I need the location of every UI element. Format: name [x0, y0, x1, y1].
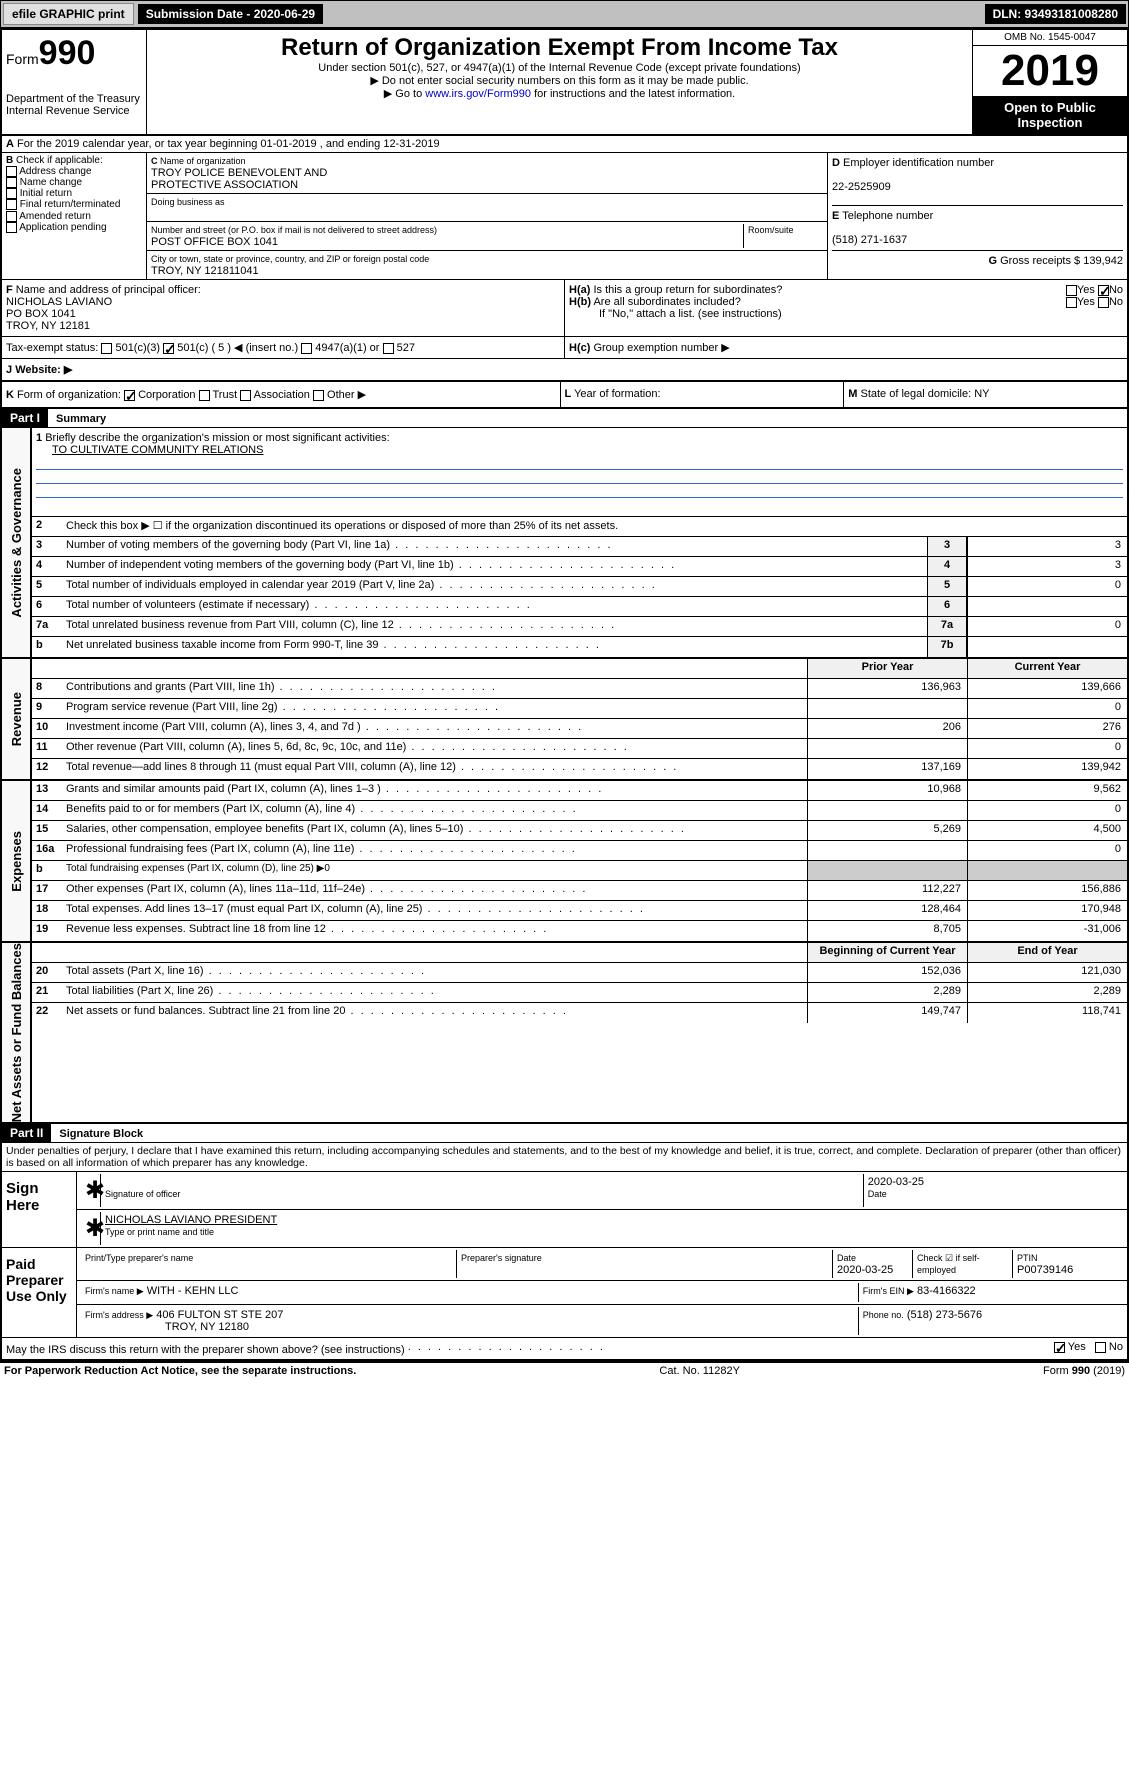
- checkbox-501c3[interactable]: [101, 343, 112, 354]
- mission-text: TO CULTIVATE COMMUNITY RELATIONS: [36, 444, 263, 456]
- tax-status-row: Tax-exempt status: 501(c)(3) 501(c) ( 5 …: [2, 337, 565, 358]
- line-10: 10 Investment income (Part VIII, column …: [32, 719, 1127, 739]
- telephone: (518) 271-1637: [832, 234, 907, 246]
- dept-treasury: Department of the Treasury: [6, 93, 142, 105]
- line-9: 9 Program service revenue (Part VIII, li…: [32, 699, 1127, 719]
- checkbox-501c[interactable]: [163, 343, 174, 354]
- efile-button[interactable]: efile GRAPHIC print: [3, 3, 134, 25]
- line-14: 14 Benefits paid to or for members (Part…: [32, 801, 1127, 821]
- vert-revenue: Revenue: [9, 692, 24, 746]
- row-m: M State of legal domicile: NY: [844, 382, 1127, 407]
- line-13: 13 Grants and similar amounts paid (Part…: [32, 781, 1127, 801]
- org-name-2: PROTECTIVE ASSOCIATION: [151, 179, 298, 191]
- box-b: B Check if applicable: Address change Na…: [2, 153, 147, 279]
- line-8: 8 Contributions and grants (Part VIII, l…: [32, 679, 1127, 699]
- website-row: J Website: ▶: [2, 359, 1127, 382]
- checkbox-assoc[interactable]: [240, 390, 251, 401]
- checkbox-ha-yes[interactable]: [1066, 285, 1077, 296]
- row-a-tax-year: A For the 2019 calendar year, or tax yea…: [2, 136, 1127, 153]
- discuss-row: May the IRS discuss this return with the…: [2, 1338, 1127, 1361]
- checkbox-initial-return[interactable]: [6, 188, 17, 199]
- line-b: b Net unrelated business taxable income …: [32, 637, 1127, 657]
- irs-link[interactable]: www.irs.gov/Form990: [425, 88, 531, 100]
- part1-header: Part ISummary: [2, 409, 1127, 428]
- footer: For Paperwork Reduction Act Notice, see …: [0, 1363, 1129, 1379]
- open-inspection: Open to Public Inspection: [973, 96, 1127, 134]
- declaration-text: Under penalties of perjury, I declare th…: [2, 1143, 1127, 1172]
- checkbox-527[interactable]: [383, 343, 394, 354]
- ein: 22-2525909: [832, 181, 891, 193]
- officer-typed-name: NICHOLAS LAVIANO PRESIDENT: [105, 1214, 277, 1226]
- topbar: efile GRAPHIC print Submission Date - 20…: [0, 0, 1129, 28]
- form-title: Return of Organization Exempt From Incom…: [151, 34, 968, 62]
- row-k: K Form of organization: Corporation Trus…: [2, 382, 561, 407]
- org-address: POST OFFICE BOX 1041: [151, 236, 278, 248]
- dln: DLN: 93493181008280: [985, 4, 1126, 24]
- line-4: 4 Number of independent voting members o…: [32, 557, 1127, 577]
- line-19: 19 Revenue less expenses. Subtract line …: [32, 921, 1127, 941]
- note-link: ▶ Go to www.irs.gov/Form990 for instruct…: [151, 87, 968, 100]
- firm-addr1: 406 FULTON ST STE 207: [156, 1309, 283, 1321]
- line-12: 12 Total revenue—add lines 8 through 11 …: [32, 759, 1127, 779]
- checkbox-discuss-no[interactable]: [1095, 1342, 1106, 1353]
- checkbox-4947[interactable]: [301, 343, 312, 354]
- irs-label: Internal Revenue Service: [6, 105, 142, 117]
- vert-expenses: Expenses: [9, 831, 24, 892]
- form-number: Form990: [6, 34, 142, 73]
- line-3: 3 Number of voting members of the govern…: [32, 537, 1127, 557]
- line-7a: 7a Total unrelated business revenue from…: [32, 617, 1127, 637]
- form-main: Form990 Department of the Treasury Inter…: [0, 28, 1129, 1363]
- checkbox-pending[interactable]: [6, 222, 17, 233]
- checkbox-corp[interactable]: [124, 390, 135, 401]
- org-city: TROY, NY 121811041: [151, 265, 259, 277]
- gross-receipts: 139,942: [1083, 255, 1123, 267]
- prep-date: 2020-03-25: [837, 1264, 893, 1276]
- line-5: 5 Total number of individuals employed i…: [32, 577, 1127, 597]
- org-name-1: TROY POLICE BENEVOLENT AND: [151, 167, 327, 179]
- note-ssn: ▶ Do not enter social security numbers o…: [151, 74, 968, 87]
- firm-name: WITH - KEHN LLC: [147, 1285, 239, 1297]
- form-subtitle: Under section 501(c), 527, or 4947(a)(1)…: [151, 62, 968, 74]
- officer-name: NICHOLAS LAVIANO: [6, 296, 112, 308]
- ptin: P00739146: [1017, 1264, 1073, 1276]
- checkbox-ha-no[interactable]: [1098, 285, 1109, 296]
- line-20: 20 Total assets (Part X, line 16) 152,03…: [32, 963, 1127, 983]
- sign-here-label: Sign Here: [2, 1172, 77, 1247]
- box-d-e-g: D Employer identification number 22-2525…: [827, 153, 1127, 279]
- line-15: 15 Salaries, other compensation, employe…: [32, 821, 1127, 841]
- checkbox-final-return[interactable]: [6, 199, 17, 210]
- line-b: b Total fundraising expenses (Part IX, c…: [32, 861, 1127, 881]
- line-17: 17 Other expenses (Part IX, column (A), …: [32, 881, 1127, 901]
- submission-date: Submission Date - 2020-06-29: [138, 4, 323, 24]
- line-11: 11 Other revenue (Part VIII, column (A),…: [32, 739, 1127, 759]
- paid-preparer-label: Paid Preparer Use Only: [2, 1248, 77, 1337]
- vert-governance: Activities & Governance: [9, 468, 24, 618]
- vert-netassets: Net Assets or Fund Balances: [9, 943, 24, 1122]
- row-l: L Year of formation:: [561, 382, 845, 407]
- firm-addr2: TROY, NY 12180: [85, 1321, 249, 1333]
- sig-date: 2020-03-25: [868, 1176, 924, 1188]
- checkbox-discuss-yes[interactable]: [1054, 1342, 1065, 1353]
- line-22: 22 Net assets or fund balances. Subtract…: [32, 1003, 1127, 1023]
- omb-number: OMB No. 1545-0047: [973, 30, 1127, 46]
- line-18: 18 Total expenses. Add lines 13–17 (must…: [32, 901, 1127, 921]
- checkbox-address-change[interactable]: [6, 166, 17, 177]
- firm-ein: 83-4166322: [917, 1285, 976, 1297]
- line-6: 6 Total number of volunteers (estimate i…: [32, 597, 1127, 617]
- line-21: 21 Total liabilities (Part X, line 26) 2…: [32, 983, 1127, 1003]
- tax-year: 2019: [973, 46, 1127, 96]
- checkbox-trust[interactable]: [199, 390, 210, 401]
- checkbox-amended[interactable]: [6, 211, 17, 222]
- firm-phone: (518) 273-5676: [907, 1309, 982, 1321]
- box-c: C Name of organization TROY POLICE BENEV…: [147, 153, 827, 279]
- checkbox-name-change[interactable]: [6, 177, 17, 188]
- part2-header: Part IISignature Block: [2, 1124, 1127, 1143]
- box-h: H(a) Is this a group return for subordin…: [565, 280, 1127, 336]
- line-16a: 16a Professional fundraising fees (Part …: [32, 841, 1127, 861]
- checkbox-hb-yes[interactable]: [1066, 297, 1077, 308]
- checkbox-other[interactable]: [313, 390, 324, 401]
- box-f: F Name and address of principal officer:…: [2, 280, 565, 336]
